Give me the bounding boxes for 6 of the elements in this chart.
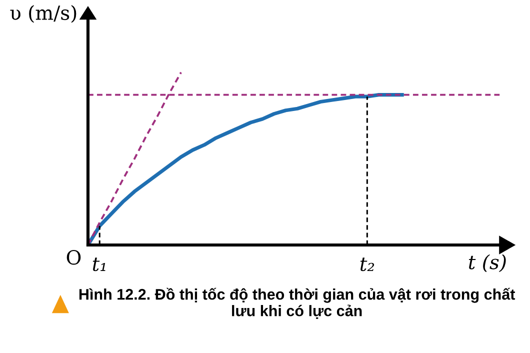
text: O: [66, 250, 81, 265]
x-axis-title: t (s): [468, 254, 506, 272]
x-tick-label: t₁: [92, 258, 106, 272]
text: Hình 12.2. Đồ thị tốc độ theo thời gian của vật rơi trong chất lưu khi có lực cản: [79, 288, 516, 319]
y-axis-title: υ (m/s): [10, 5, 76, 23]
x-tick-label: t₂: [360, 258, 374, 272]
